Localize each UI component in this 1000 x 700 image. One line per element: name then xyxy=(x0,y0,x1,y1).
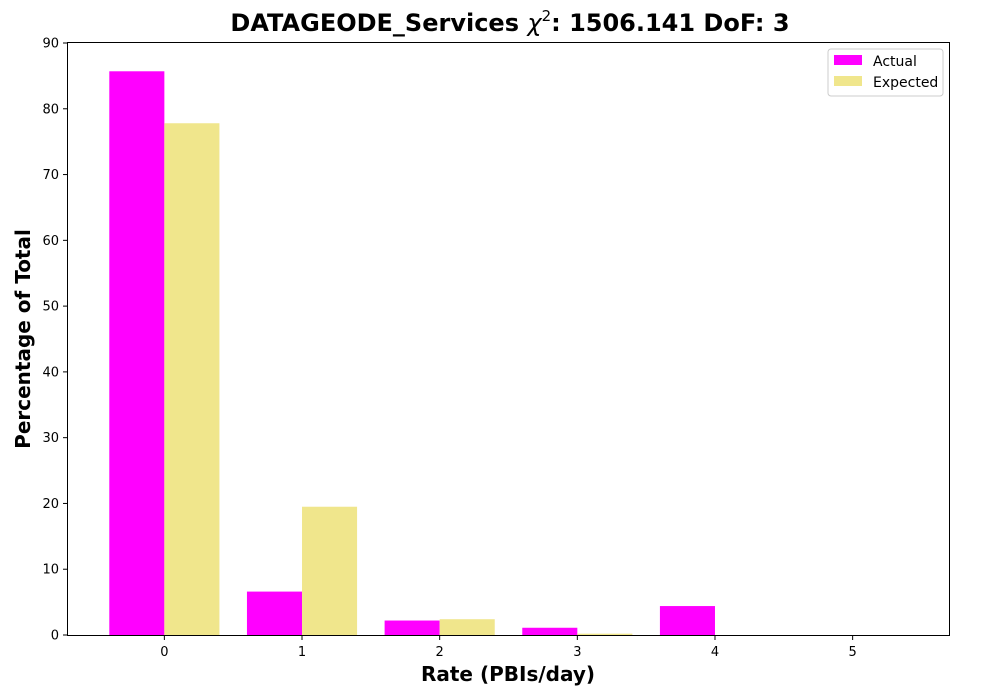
x-axis-ticks: 0 1 2 3 4 5 xyxy=(160,635,857,660)
plot-frame xyxy=(67,42,950,636)
legend: Actual Expected xyxy=(827,48,944,97)
y-tick-label-0: 0 xyxy=(51,629,59,644)
legend-swatch-expected xyxy=(834,76,862,86)
x-tick-label-3: 3 xyxy=(573,645,581,660)
y-tick-label-80: 80 xyxy=(42,102,59,117)
bar-expected-1 xyxy=(302,506,358,635)
x-tick-label-2: 2 xyxy=(436,645,444,660)
legend-swatch-actual xyxy=(834,55,862,65)
y-tick-label-20: 20 xyxy=(42,497,59,512)
legend-label-actual: Actual xyxy=(873,54,917,70)
legend-label-expected: Expected xyxy=(873,75,938,91)
chart-title-main: DATAGEODE_Services xyxy=(230,9,527,37)
chart-title-chi: χ xyxy=(525,9,542,37)
y-axis-ticks: 0 10 20 30 40 50 60 70 80 90 xyxy=(42,37,68,644)
bars-layer xyxy=(109,71,715,636)
bar-actual-4 xyxy=(659,606,715,635)
y-axis-title: Percentage of Total xyxy=(11,229,35,449)
chart-title-superscript: 2 xyxy=(542,7,552,25)
y-tick-label-50: 50 xyxy=(42,300,59,315)
y-tick-label-70: 70 xyxy=(42,168,59,183)
x-tick-label-5: 5 xyxy=(849,645,857,660)
bar-expected-0 xyxy=(164,123,220,635)
bar-expected-3 xyxy=(577,633,633,635)
x-tick-label-1: 1 xyxy=(298,645,306,660)
bar-expected-2 xyxy=(439,619,495,635)
bar-actual-0 xyxy=(109,71,165,636)
bar-actual-1 xyxy=(246,591,303,635)
y-tick-label-10: 10 xyxy=(42,563,59,578)
y-tick-label-30: 30 xyxy=(42,431,59,446)
chart-title: DATAGEODE_Services χ2: 1506.141 DoF: 3 xyxy=(230,7,789,37)
x-tick-label-4: 4 xyxy=(711,645,719,660)
y-tick-label-40: 40 xyxy=(42,365,59,380)
y-tick-label-90: 90 xyxy=(42,37,59,52)
x-axis-title: Rate (PBIs/day) xyxy=(421,662,595,686)
y-tick-label-60: 60 xyxy=(42,234,59,249)
chart-title-rest: : 1506.141 DoF: 3 xyxy=(551,9,789,37)
bar-actual-3 xyxy=(522,627,578,635)
bar-actual-2 xyxy=(384,620,440,635)
x-tick-label-0: 0 xyxy=(160,645,168,660)
